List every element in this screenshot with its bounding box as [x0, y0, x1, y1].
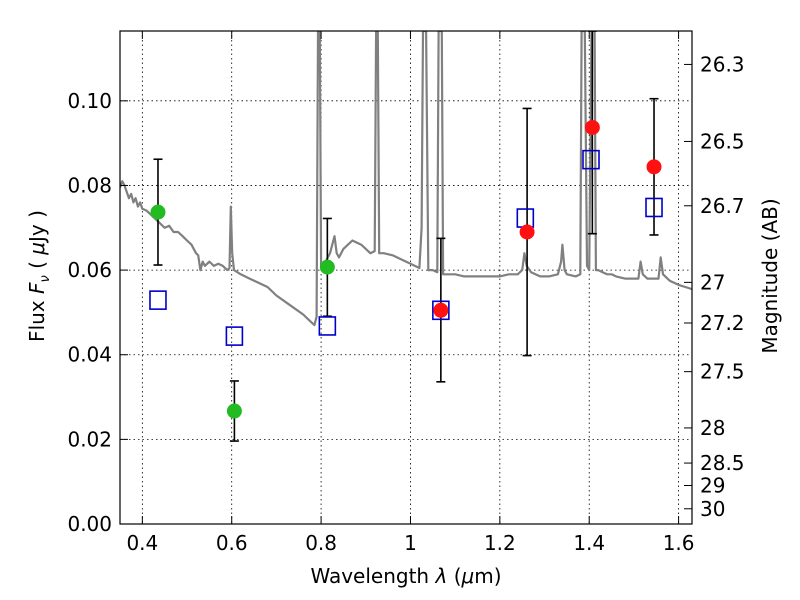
model-spectrum-line [120, 31, 692, 327]
model-photometry-box [225, 326, 244, 346]
model-photometry-box [432, 300, 450, 321]
y2-tick-label: 27.2 [700, 311, 745, 335]
y2-tick-label: 28.5 [700, 451, 745, 475]
y2-tick-label: 27 [700, 270, 725, 294]
x-tick-label: 1.6 [663, 531, 695, 555]
y2-tick-label: 26.5 [700, 129, 745, 153]
photometry-point [519, 224, 535, 240]
y-tick-label: 0.00 [67, 512, 112, 536]
y-tick-label: 0.02 [67, 427, 112, 451]
x-tick-label: 0.6 [216, 531, 248, 555]
y-tick-label: 0.06 [67, 258, 112, 282]
y2-tick-label: 26.3 [700, 52, 745, 76]
y2-tick-label: 26.7 [700, 194, 745, 218]
model-photometry-box [149, 290, 167, 310]
y2-tick-label: 30 [700, 497, 725, 521]
y-tick-label: 0.04 [67, 343, 112, 367]
x-tick-label: 1 [404, 531, 417, 555]
photometry-point [433, 302, 449, 318]
y2-tick-label: 28 [700, 416, 725, 440]
y-axis-label: Flux Fν ( μJy ) [25, 210, 53, 342]
photometry-point [319, 259, 335, 275]
y2-axis-label: Magnitude (AB) [758, 198, 782, 353]
y-tick-label: 0.10 [67, 89, 112, 113]
plot-area [120, 31, 692, 442]
photometry-point [646, 159, 662, 175]
x-axis-label: Wavelength λ (μm) [310, 564, 501, 588]
y2-tick-label: 27.5 [700, 360, 745, 384]
photometry-point [150, 204, 166, 220]
model-photometry-box [645, 197, 663, 218]
photometry-point [226, 403, 242, 419]
photometry-point [584, 119, 600, 135]
x-tick-label: 1.2 [484, 531, 516, 555]
x-tick-label: 0.8 [305, 531, 337, 555]
x-tick-label: 0.4 [126, 531, 158, 555]
model-photometry-box [582, 149, 600, 170]
axis-ticks: 0.4 0.6 0.8 1 1.2 1.4 1.6 0.00 0.02 0.04 0.06 0.08 0… [67, 31, 745, 555]
y-tick-label: 0.08 [67, 173, 112, 197]
model-photometry-box [318, 316, 337, 336]
y2-tick-label: 29 [700, 473, 725, 497]
x-tick-label: 1.4 [573, 531, 605, 555]
plot-frame [119, 30, 693, 525]
